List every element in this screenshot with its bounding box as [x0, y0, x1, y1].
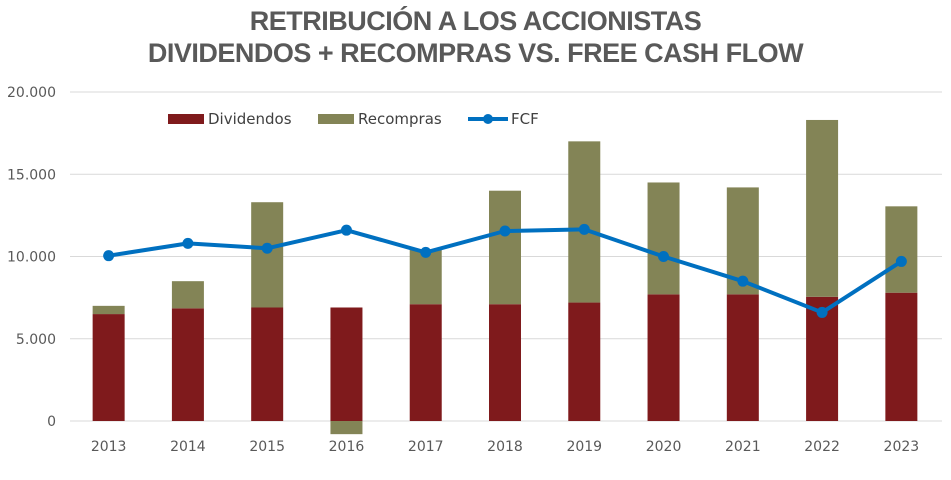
bar-dividendos-2018 [489, 304, 521, 421]
x-tick-label: 2021 [725, 439, 761, 455]
bar-recompras-2017 [409, 249, 442, 305]
x-tick-label: 2023 [884, 439, 920, 455]
point-fcf-2021 [737, 275, 749, 287]
bar-dividendos-2017 [409, 304, 442, 421]
y-tick-label: 5.000 [16, 332, 56, 348]
bar-dividendos-2015 [251, 307, 284, 421]
x-tick-label: 2015 [249, 439, 285, 455]
point-fcf-2022 [816, 306, 828, 318]
point-fcf-2019 [578, 223, 590, 235]
x-axis-ticks: 2013 2014 2015 2016 2017 2018 2019 2020 2021 2022… [91, 439, 919, 455]
point-fcf-2016 [340, 224, 352, 236]
y-tick-label: 20.000 [7, 85, 56, 101]
x-tick-label: 2020 [646, 439, 682, 455]
point-fcf-2017 [420, 246, 432, 258]
bar-dividendos-2020 [647, 294, 680, 421]
legend-label-recompras: Recompras [358, 110, 442, 128]
bar-dividendos-2013 [92, 314, 125, 421]
bar-recompras-2014 [171, 281, 204, 309]
legend-swatch-dividendos [168, 114, 204, 124]
bars [92, 119, 918, 435]
bar-dividendos-2023 [885, 292, 918, 421]
y-tick-label: 15.000 [7, 167, 56, 183]
bar-recompras-2023 [885, 206, 918, 293]
bar-recompras-2018 [489, 190, 521, 305]
bar-dividendos-2019 [568, 302, 601, 421]
x-tick-label: 2022 [804, 439, 840, 455]
point-fcf-2013 [103, 250, 115, 262]
bar-recompras-2022 [806, 119, 839, 297]
point-fcf-2018 [499, 225, 511, 237]
bar-recompras-2013 [92, 305, 125, 315]
x-tick-label: 2014 [170, 439, 206, 455]
y-tick-label: 0 [47, 414, 56, 430]
y-axis-ticks: 0 5.000 10.000 15.000 20.000 [7, 85, 56, 430]
legend: Dividendos Recompras FCF [168, 110, 539, 128]
x-tick-label: 2013 [91, 439, 127, 455]
legend-label-dividendos: Dividendos [208, 110, 292, 128]
bar-recompras-2016 [330, 421, 363, 435]
point-fcf-2015 [261, 242, 273, 254]
legend-marker-fcf [483, 114, 493, 124]
x-tick-label: 2018 [487, 439, 523, 455]
bar-dividendos-2014 [171, 308, 204, 421]
point-fcf-2014 [182, 237, 194, 249]
x-tick-label: 2019 [566, 439, 602, 455]
fcf-line [103, 223, 907, 318]
x-tick-label: 2017 [408, 439, 444, 455]
bar-recompras-2019 [568, 141, 601, 303]
point-fcf-2020 [658, 251, 670, 262]
bar-dividendos-2016 [330, 307, 363, 421]
chart-title: RETRIBUCIÓN A LOS ACCIONISTAS [249, 6, 702, 36]
bar-recompras-2015 [251, 202, 284, 308]
bar-recompras-2020 [647, 182, 680, 295]
chart-subtitle: DIVIDENDOS + RECOMPRAS VS. FREE CASH FLO… [147, 38, 804, 68]
legend-label-fcf: FCF [511, 110, 539, 128]
y-tick-label: 10.000 [7, 250, 56, 266]
legend-swatch-recompras [318, 114, 354, 124]
bar-dividendos-2021 [726, 294, 759, 421]
x-tick-label: 2016 [329, 439, 365, 455]
point-fcf-2023 [895, 255, 907, 267]
